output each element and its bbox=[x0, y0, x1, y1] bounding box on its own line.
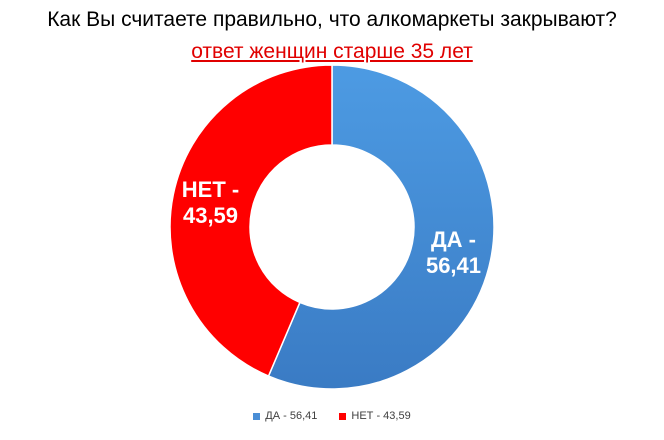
chart-title: Как Вы считаете правильно, что алкомарке… bbox=[47, 8, 617, 31]
legend-swatch-no bbox=[339, 412, 347, 420]
slice-no[interactable] bbox=[169, 64, 333, 378]
legend-label-no: НЕТ - 43,59 bbox=[351, 410, 411, 422]
legend-swatch-yes bbox=[253, 412, 261, 420]
legend-item-no[interactable]: НЕТ - 43,59 bbox=[339, 410, 411, 422]
legend-label-yes: ДА - 56,41 bbox=[265, 410, 318, 422]
legend-item-yes[interactable]: ДА - 56,41 bbox=[253, 410, 317, 422]
slice-yes[interactable] bbox=[267, 64, 495, 390]
chart-subtitle: ответ женщин старше 35 лет bbox=[191, 40, 473, 63]
slice-label-yes: ДА -56,41 bbox=[426, 227, 481, 278]
slice-label-no: НЕТ -43,59 bbox=[182, 177, 239, 228]
chart-legend: ДА - 56,41 НЕТ - 43,59 bbox=[0, 410, 664, 422]
